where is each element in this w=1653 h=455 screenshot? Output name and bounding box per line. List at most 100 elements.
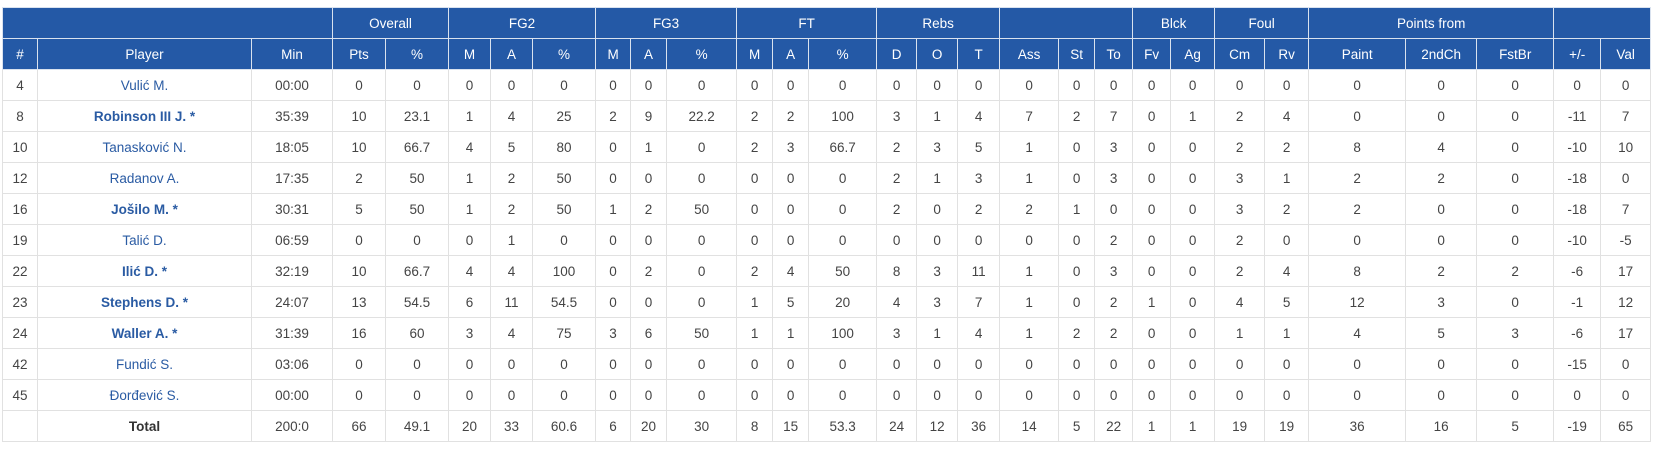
stat-cell: 3 bbox=[1214, 162, 1266, 194]
player-name[interactable]: Jošilo M. * bbox=[37, 193, 252, 225]
table-header: Overall FG2 FG3 FT Rebs Blck Foul Points from # P… bbox=[1, 7, 1652, 70]
column-header: Player bbox=[37, 38, 252, 70]
total-cell: 200:0 bbox=[250, 410, 334, 442]
stat-cell: 0 bbox=[736, 69, 774, 101]
stat-cell: 7 bbox=[1094, 100, 1134, 132]
stat-cell: 50 bbox=[385, 162, 450, 194]
stat-cell: 4 bbox=[1264, 100, 1310, 132]
player-row: 8 Robinson III J. * 35:39 10 23.1 1 4 25 2 9 22.2 2… bbox=[2, 100, 1652, 132]
stat-cell: 2 bbox=[332, 162, 387, 194]
stat-cell: 0 bbox=[490, 379, 534, 411]
player-name[interactable]: Fundić S. bbox=[37, 348, 252, 380]
stat-cell: 0 bbox=[1132, 162, 1172, 194]
stat-cell: 0 bbox=[595, 69, 632, 101]
stat-cell: 0 bbox=[736, 379, 774, 411]
stat-cell: 0 bbox=[1170, 379, 1216, 411]
stat-cell: 0 bbox=[490, 69, 534, 101]
stat-cell: 2 bbox=[1308, 162, 1407, 194]
stat-cell: 0 bbox=[999, 224, 1060, 256]
total-cell: 16 bbox=[1405, 410, 1478, 442]
stat-cell: 3 bbox=[957, 162, 1001, 194]
stat-cell: 0 bbox=[1132, 131, 1172, 163]
stat-cell: 3 bbox=[1214, 193, 1266, 225]
stat-cell: 3 bbox=[876, 317, 918, 349]
stat-cell: 1 bbox=[490, 224, 534, 256]
stat-cell: 4 bbox=[957, 317, 1001, 349]
player-name[interactable]: Radanov A. bbox=[37, 162, 252, 194]
stat-cell: 0 bbox=[1170, 131, 1216, 163]
stat-cell: 0 bbox=[736, 193, 774, 225]
stat-cell: 1 bbox=[1132, 286, 1172, 318]
column-header: % bbox=[385, 38, 450, 70]
stat-cell: 2 bbox=[772, 100, 810, 132]
stat-cell: 17 bbox=[1600, 317, 1652, 349]
stat-cell: 4 bbox=[1214, 286, 1266, 318]
stat-cell: 1 bbox=[736, 317, 774, 349]
stat-cell: 32:19 bbox=[250, 255, 334, 287]
player-name[interactable]: Waller A. * bbox=[37, 317, 252, 349]
stat-cell: 4 bbox=[448, 131, 492, 163]
stat-cell: 0 bbox=[1214, 69, 1266, 101]
stat-cell: 4 bbox=[1264, 255, 1310, 287]
group-header bbox=[999, 7, 1134, 39]
stat-cell: 23 bbox=[2, 286, 38, 318]
column-header-row: # Player Min Pts% M A% M A% M A% D O T Ass St To Fv Ag Cm R… bbox=[2, 38, 1652, 70]
stat-cell: 5 bbox=[332, 193, 387, 225]
stat-cell: 0 bbox=[1405, 69, 1478, 101]
stat-cell: 1 bbox=[999, 286, 1060, 318]
stat-cell: 3 bbox=[876, 100, 918, 132]
total-cell: 66 bbox=[332, 410, 387, 442]
stat-cell: 2 bbox=[1476, 255, 1555, 287]
stat-cell: 0 bbox=[666, 69, 738, 101]
stat-cell: 2 bbox=[1214, 131, 1266, 163]
column-header: M bbox=[448, 38, 492, 70]
stat-cell: 0 bbox=[1058, 131, 1096, 163]
stat-cell: 66.7 bbox=[385, 255, 450, 287]
player-name[interactable]: Vulić M. bbox=[37, 69, 252, 101]
stat-cell: 0 bbox=[666, 131, 738, 163]
player-row: 23 Stephens D. * 24:07 13 54.5 6 11 54.5 0 0 0 1 5 20… bbox=[2, 286, 1652, 318]
group-header: Rebs bbox=[876, 7, 1001, 39]
player-name[interactable]: Ilić D. * bbox=[37, 255, 252, 287]
stat-cell: 2 bbox=[490, 193, 534, 225]
stat-cell: 0 bbox=[630, 224, 668, 256]
group-header: FT bbox=[736, 7, 878, 39]
column-header: Ass bbox=[999, 38, 1060, 70]
stat-cell: 24 bbox=[2, 317, 38, 349]
stat-cell: 0 bbox=[957, 348, 1001, 380]
stat-cell: 4 bbox=[957, 100, 1001, 132]
stat-cell: 0 bbox=[1058, 286, 1096, 318]
stat-cell: 12 bbox=[2, 162, 38, 194]
stat-cell: 0 bbox=[999, 348, 1060, 380]
stat-cell: 0 bbox=[1058, 379, 1096, 411]
stat-cell: 0 bbox=[448, 379, 492, 411]
stat-cell: 50 bbox=[532, 162, 597, 194]
stat-cell: 0 bbox=[916, 379, 959, 411]
group-header bbox=[1553, 7, 1652, 39]
stat-cell: 8 bbox=[1308, 255, 1407, 287]
stat-cell: 1 bbox=[595, 193, 632, 225]
stat-cell: 0 bbox=[1058, 255, 1096, 287]
stat-cell: 0 bbox=[1405, 193, 1478, 225]
stat-cell: 0 bbox=[772, 69, 810, 101]
stat-cell: 0 bbox=[1058, 162, 1096, 194]
empty-cell bbox=[2, 410, 38, 442]
total-cell: 1 bbox=[1170, 410, 1216, 442]
player-name[interactable]: Talić D. bbox=[37, 224, 252, 256]
stat-cell: 30:31 bbox=[250, 193, 334, 225]
stat-cell: 4 bbox=[1308, 317, 1407, 349]
stat-cell: 66.7 bbox=[808, 131, 878, 163]
player-name[interactable]: Đorđević S. bbox=[37, 379, 252, 411]
stat-cell: 3 bbox=[1094, 255, 1134, 287]
player-name[interactable]: Stephens D. * bbox=[37, 286, 252, 318]
player-name[interactable]: Robinson III J. * bbox=[37, 100, 252, 132]
stat-cell: 35:39 bbox=[250, 100, 334, 132]
stat-cell: 16 bbox=[2, 193, 38, 225]
column-header: Fv bbox=[1132, 38, 1172, 70]
player-name[interactable]: Tanasković N. bbox=[37, 131, 252, 163]
stat-cell: 8 bbox=[876, 255, 918, 287]
stat-cell: 0 bbox=[1094, 193, 1134, 225]
stat-cell: 2 bbox=[1058, 317, 1096, 349]
stat-cell: 0 bbox=[957, 224, 1001, 256]
stat-cell: 2 bbox=[736, 131, 774, 163]
